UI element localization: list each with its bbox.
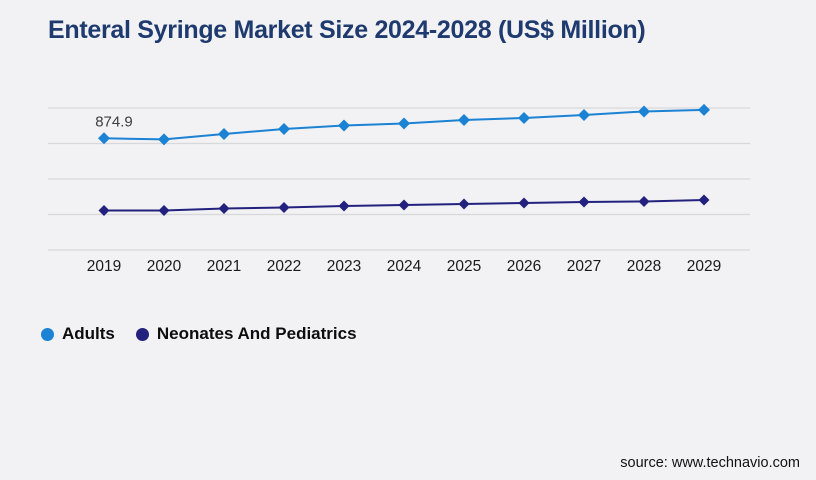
x-axis-label: 2021: [207, 258, 241, 275]
x-axis-label: 2026: [507, 258, 541, 275]
neonates-legend-label: Neonates And Pediatrics: [156, 324, 357, 343]
neonates-and-pediatrics-data-point: [638, 195, 650, 207]
neonates-and-pediatrics-data-point: [398, 199, 410, 211]
legend-item-adults: Adults: [41, 324, 115, 344]
neonates-and-pediatrics-data-point: [578, 196, 590, 208]
x-axis-label: 2019: [87, 258, 121, 275]
x-axis-label: 2023: [327, 258, 361, 275]
neonates-and-pediatrics-data-point: [698, 194, 710, 206]
x-axis-label: 2022: [267, 258, 301, 275]
neonates-and-pediatrics-data-point: [98, 205, 110, 217]
adults-data-point: [338, 119, 350, 132]
x-axis-label: 2024: [387, 258, 422, 275]
chart-title: Enteral Syringe Market Size 2024-2028 (U…: [48, 16, 646, 44]
data-point-label: 874.9: [95, 113, 133, 130]
adults-data-point: [518, 111, 530, 124]
adults-data-point: [398, 117, 410, 130]
neonates-and-pediatrics-data-point: [278, 201, 290, 213]
legend-item-neonates-and-pediatrics: Neonates And Pediatrics: [135, 324, 357, 344]
adults-data-point: [218, 128, 230, 141]
neonates-and-pediatrics-data-point: [458, 198, 470, 210]
adults-data-point: [278, 122, 290, 135]
adults-data-point: [698, 103, 710, 116]
adults-data-point: [158, 133, 170, 146]
x-axis-label: 2028: [627, 258, 661, 275]
x-axis-label: 2029: [687, 258, 721, 275]
x-axis-label: 2025: [447, 258, 481, 275]
adults-data-point: [638, 105, 650, 118]
neonates-and-pediatrics-data-point: [338, 200, 350, 212]
source-attribution: source: www.technavio.com: [620, 455, 800, 471]
adults-data-point: [578, 109, 590, 122]
chart-legend: Adults Neonates And Pediatrics: [41, 324, 357, 344]
adults-data-point: [98, 132, 110, 145]
neonates-legend-dot-icon: [135, 327, 149, 341]
neonates-and-pediatrics-data-point: [518, 197, 530, 209]
neonates-and-pediatrics-data-point: [158, 205, 170, 217]
adults-legend-label: Adults: [62, 324, 115, 343]
x-axis-label: 2020: [147, 258, 182, 275]
x-axis-label: 2027: [567, 258, 601, 275]
adults-legend-dot-icon: [41, 327, 54, 341]
neonates-and-pediatrics-data-point: [218, 202, 230, 214]
adults-data-point: [458, 114, 470, 127]
